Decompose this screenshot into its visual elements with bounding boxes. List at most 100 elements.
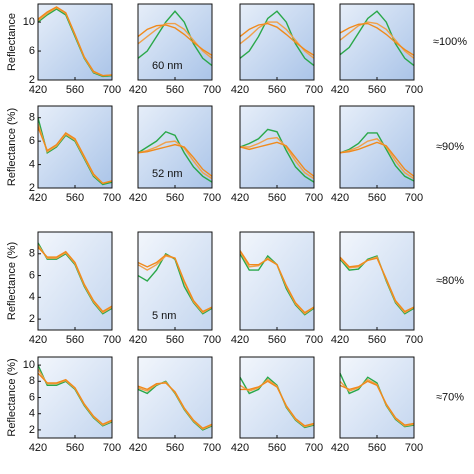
spectrum-line — [37, 246, 113, 313]
x-tick-label: 560 — [166, 84, 184, 96]
y-tick-label: 2 — [29, 424, 35, 436]
spectrum-line — [240, 136, 315, 180]
x-tick-label: 700 — [405, 442, 423, 454]
shift-annotation: 5 nm — [152, 310, 176, 322]
plot-background — [240, 4, 314, 80]
x-tick-label: 700 — [305, 442, 323, 454]
x-tick-label: 700 — [405, 334, 423, 346]
x-tick-label: 700 — [203, 442, 221, 454]
y-tick-label: 6 — [29, 135, 35, 147]
spectrum-line — [137, 382, 213, 430]
spectrum-line — [137, 254, 213, 313]
x-tick-label: 700 — [405, 192, 423, 204]
plot-background — [240, 232, 314, 330]
x-tick-label: 420 — [129, 442, 147, 454]
y-tick-label: 2 — [29, 182, 35, 194]
x-tick-label: 420 — [231, 334, 249, 346]
x-tick-label: 560 — [166, 442, 184, 454]
plot-background — [138, 106, 212, 188]
y-tick-label: 10 — [23, 16, 35, 28]
x-tick-label: 420 — [29, 334, 47, 346]
spectrum-line — [239, 141, 315, 177]
x-tick-label: 700 — [203, 192, 221, 204]
plot-background — [340, 4, 414, 80]
row-label: ≈70% — [436, 391, 464, 403]
y-tick-label: 6 — [29, 391, 35, 403]
spectrum-line — [339, 141, 415, 177]
plot-background — [38, 4, 112, 80]
y-tick-label: 2 — [29, 313, 35, 325]
plot-background — [340, 106, 414, 188]
y-tick-label: 4 — [29, 158, 35, 170]
spectrum-line — [239, 10, 315, 67]
x-tick-label: 700 — [203, 84, 221, 96]
spectrum-line — [339, 138, 415, 180]
x-tick-label: 420 — [331, 334, 349, 346]
x-tick-label: 700 — [305, 334, 323, 346]
row-label: ≈80% — [436, 275, 464, 287]
x-tick-label: 420 — [29, 192, 47, 204]
plot-background — [138, 357, 212, 438]
y-axis-label: Reflectance (%) — [6, 108, 18, 186]
y-axis-label: Reflectance (%) — [6, 358, 18, 436]
x-tick-label: 560 — [268, 84, 286, 96]
spectrum-line — [37, 126, 113, 185]
x-tick-label: 420 — [129, 84, 147, 96]
x-tick-label: 560 — [166, 192, 184, 204]
x-tick-label: 420 — [129, 334, 147, 346]
spectrum-line — [37, 372, 113, 426]
x-tick-label: 420 — [29, 442, 47, 454]
x-tick-label: 700 — [103, 442, 121, 454]
plot-background — [38, 357, 112, 438]
y-tick-label: 4 — [29, 408, 35, 420]
x-tick-label: 560 — [66, 334, 84, 346]
spectrum-line — [137, 10, 213, 67]
x-tick-label: 700 — [405, 84, 423, 96]
x-tick-label: 420 — [231, 192, 249, 204]
spectrum-line — [339, 256, 415, 314]
plot-background — [240, 106, 314, 188]
shift-annotation: 52 nm — [152, 168, 183, 180]
x-tick-label: 560 — [268, 192, 286, 204]
y-tick-label: 6 — [29, 269, 35, 281]
spectrum-line — [137, 130, 213, 183]
shift-annotation: 60 nm — [152, 60, 183, 72]
x-tick-label: 560 — [368, 84, 386, 96]
x-tick-label: 560 — [66, 84, 84, 96]
spectrum-line — [137, 24, 213, 56]
spectrum-line — [339, 380, 415, 426]
spectrum-line — [339, 22, 415, 56]
spectrum-line — [37, 6, 113, 77]
x-tick-label: 560 — [368, 442, 386, 454]
spectrum-line — [137, 140, 213, 180]
x-tick-label: 560 — [166, 334, 184, 346]
plot-background — [38, 232, 112, 330]
spectrum-line — [239, 250, 315, 314]
x-tick-label: 420 — [331, 192, 349, 204]
plot-background — [138, 4, 212, 80]
x-tick-label: 420 — [129, 192, 147, 204]
y-axis-label: Reflectance (%) — [6, 242, 18, 320]
y-tick-label: 10 — [23, 359, 35, 371]
spectrum-line — [240, 380, 315, 427]
spectrum-line — [339, 256, 415, 313]
y-tick-label: 2 — [29, 74, 35, 86]
x-tick-label: 560 — [368, 334, 386, 346]
spectrum-line — [239, 128, 315, 183]
x-tick-label: 700 — [305, 84, 323, 96]
spectrum-line — [137, 143, 213, 177]
x-tick-label: 700 — [305, 192, 323, 204]
y-tick-label: 8 — [29, 112, 35, 124]
x-tick-label: 420 — [29, 84, 47, 96]
row-label: ≈100% — [433, 36, 467, 48]
x-tick-label: 560 — [268, 442, 286, 454]
y-tick-label: 8 — [29, 375, 35, 387]
spectrum-line — [339, 132, 415, 182]
spectrum-line — [339, 10, 415, 67]
x-tick-label: 560 — [66, 192, 84, 204]
x-tick-label: 420 — [231, 84, 249, 96]
plot-background — [340, 232, 414, 330]
spectrum-line — [339, 255, 415, 315]
x-tick-label: 420 — [331, 84, 349, 96]
